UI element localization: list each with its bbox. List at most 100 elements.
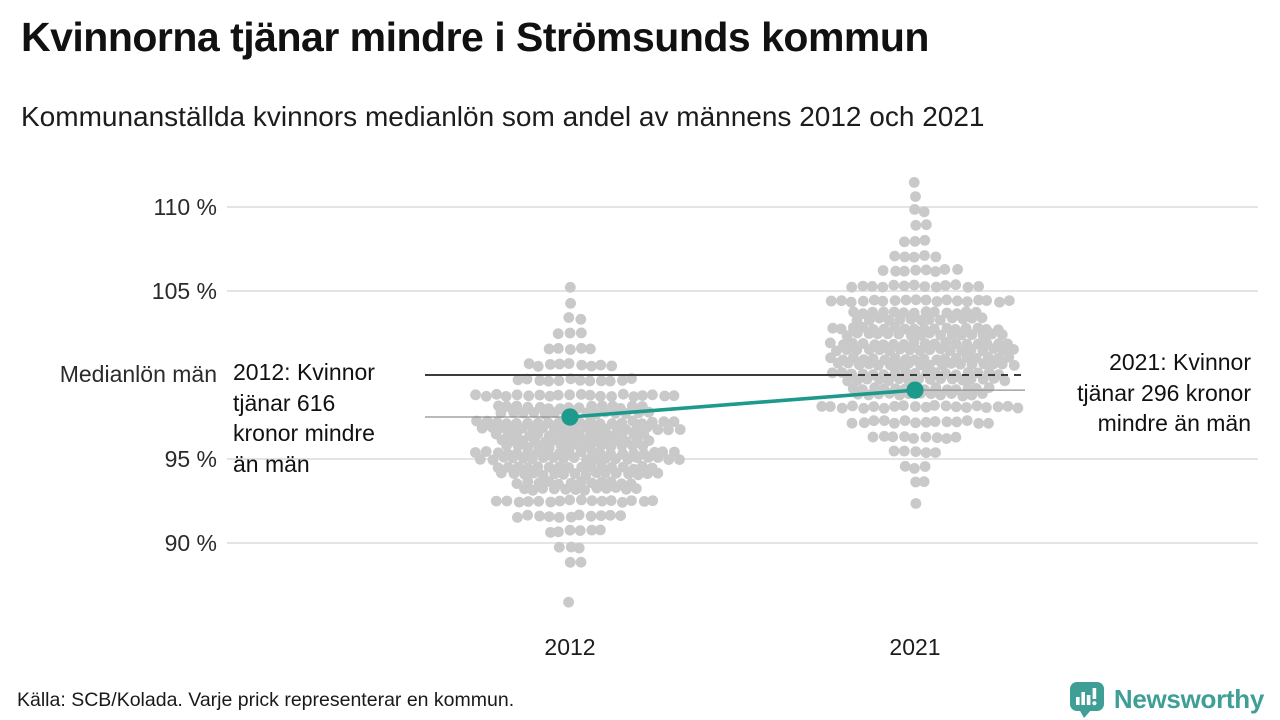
kommun-dot — [966, 358, 978, 370]
kommun-dot — [523, 358, 535, 370]
kommun-dot — [674, 454, 685, 465]
kommun-dot — [508, 407, 519, 418]
kommun-dot — [595, 510, 607, 522]
kommun-dot — [626, 400, 638, 412]
kommun-dot — [575, 327, 587, 339]
kommun-dot — [554, 495, 566, 507]
kommun-dot — [924, 327, 935, 339]
kommun-dot — [824, 401, 836, 412]
kommun-dot — [973, 294, 984, 306]
kommun-dot — [957, 390, 969, 402]
kommun-dot — [920, 401, 932, 413]
kommun-dot — [910, 476, 922, 488]
kommun-dot — [637, 390, 648, 401]
kommun-dot — [610, 482, 622, 493]
kommun-dot — [878, 430, 890, 442]
kommun-dot — [595, 375, 607, 387]
kommun-dot — [586, 524, 598, 536]
kommun-dot — [845, 296, 857, 308]
kommun-dot — [825, 295, 837, 307]
annotation-2021: 2021: Kvinnor tjänar 296 kronor mindre ä… — [1077, 349, 1251, 436]
kommun-dot — [512, 374, 524, 386]
kommun-dot — [872, 359, 884, 371]
kommun-dot — [476, 422, 488, 434]
kommun-dot — [630, 483, 642, 494]
kommun-dot — [918, 206, 930, 218]
kommun-dot — [579, 484, 590, 496]
kommun-dot — [552, 343, 564, 354]
kommun-dot — [604, 375, 616, 387]
kommun-dot — [973, 281, 984, 292]
kommun-dot — [955, 358, 966, 370]
kommun-dot — [470, 389, 481, 401]
kommun-dot — [558, 469, 569, 480]
kommun-dot — [595, 390, 606, 402]
kommun-dot — [564, 327, 576, 339]
kommun-dot — [576, 476, 587, 487]
highlight-dot-2012 — [561, 408, 579, 426]
kommun-dot — [863, 328, 875, 339]
kommun-dot — [565, 373, 577, 385]
kommun-dot — [935, 389, 946, 401]
kommun-dot — [584, 375, 596, 387]
kommun-dot — [518, 452, 529, 464]
kommun-dot — [847, 400, 858, 412]
kommun-dot — [599, 467, 611, 479]
kommun-dot — [517, 407, 529, 419]
kommun-dot — [899, 415, 911, 426]
kommun-dot — [851, 327, 863, 339]
kommun-dot — [868, 401, 880, 412]
kommun-dot — [910, 417, 921, 429]
kommun-dot — [853, 359, 865, 371]
kommun-dot — [563, 596, 574, 608]
highlight-dot-2021 — [906, 381, 924, 399]
kommun-dot — [626, 495, 637, 506]
kommun-dot — [549, 407, 561, 418]
kommun-dot — [512, 512, 523, 523]
kommun-dot — [919, 250, 930, 261]
kommun-dot — [882, 328, 894, 340]
kommun-dot — [824, 337, 836, 349]
kommun-dot — [576, 342, 587, 354]
kommun-dot — [842, 375, 853, 387]
kommun-dot — [950, 279, 962, 291]
exclamation-glyph — [1092, 688, 1097, 699]
kommun-dot — [544, 390, 556, 402]
kommun-dot — [628, 391, 640, 403]
kommun-dot — [961, 402, 972, 413]
kommun-dot — [663, 454, 675, 465]
kommun-dot — [898, 400, 909, 411]
kommun-dot — [956, 329, 968, 341]
kommun-dot — [564, 494, 576, 506]
kommun-dot — [623, 468, 634, 480]
kommun-dot — [842, 357, 854, 369]
kommun-dot — [999, 375, 1011, 387]
kommun-dot — [966, 312, 978, 324]
kommun-dot — [501, 440, 512, 451]
kommun-dot — [920, 416, 932, 428]
kommun-dot — [564, 281, 576, 293]
kommun-dot — [563, 358, 575, 369]
kommun-dot — [939, 264, 951, 275]
kommun-dot — [632, 469, 644, 481]
kommun-dot — [552, 389, 564, 401]
kommun-dot — [1002, 400, 1014, 412]
kommun-dot — [950, 401, 962, 413]
kommun-dot — [919, 461, 931, 472]
kommun-dot — [889, 295, 901, 306]
kommun-dot — [560, 483, 572, 495]
kommun-dot — [867, 431, 879, 443]
kommun-dot — [508, 468, 520, 479]
kommun-dot — [977, 329, 989, 341]
kommun-dot — [981, 295, 992, 306]
kommun-dot — [925, 388, 937, 400]
kommun-dot — [878, 402, 890, 414]
kommun-dot — [996, 329, 1008, 340]
kommun-dot — [946, 388, 957, 399]
kommun-dot — [545, 527, 556, 538]
kommun-dot — [565, 297, 576, 309]
kommun-dot — [674, 424, 686, 435]
kommun-dot — [610, 467, 622, 479]
